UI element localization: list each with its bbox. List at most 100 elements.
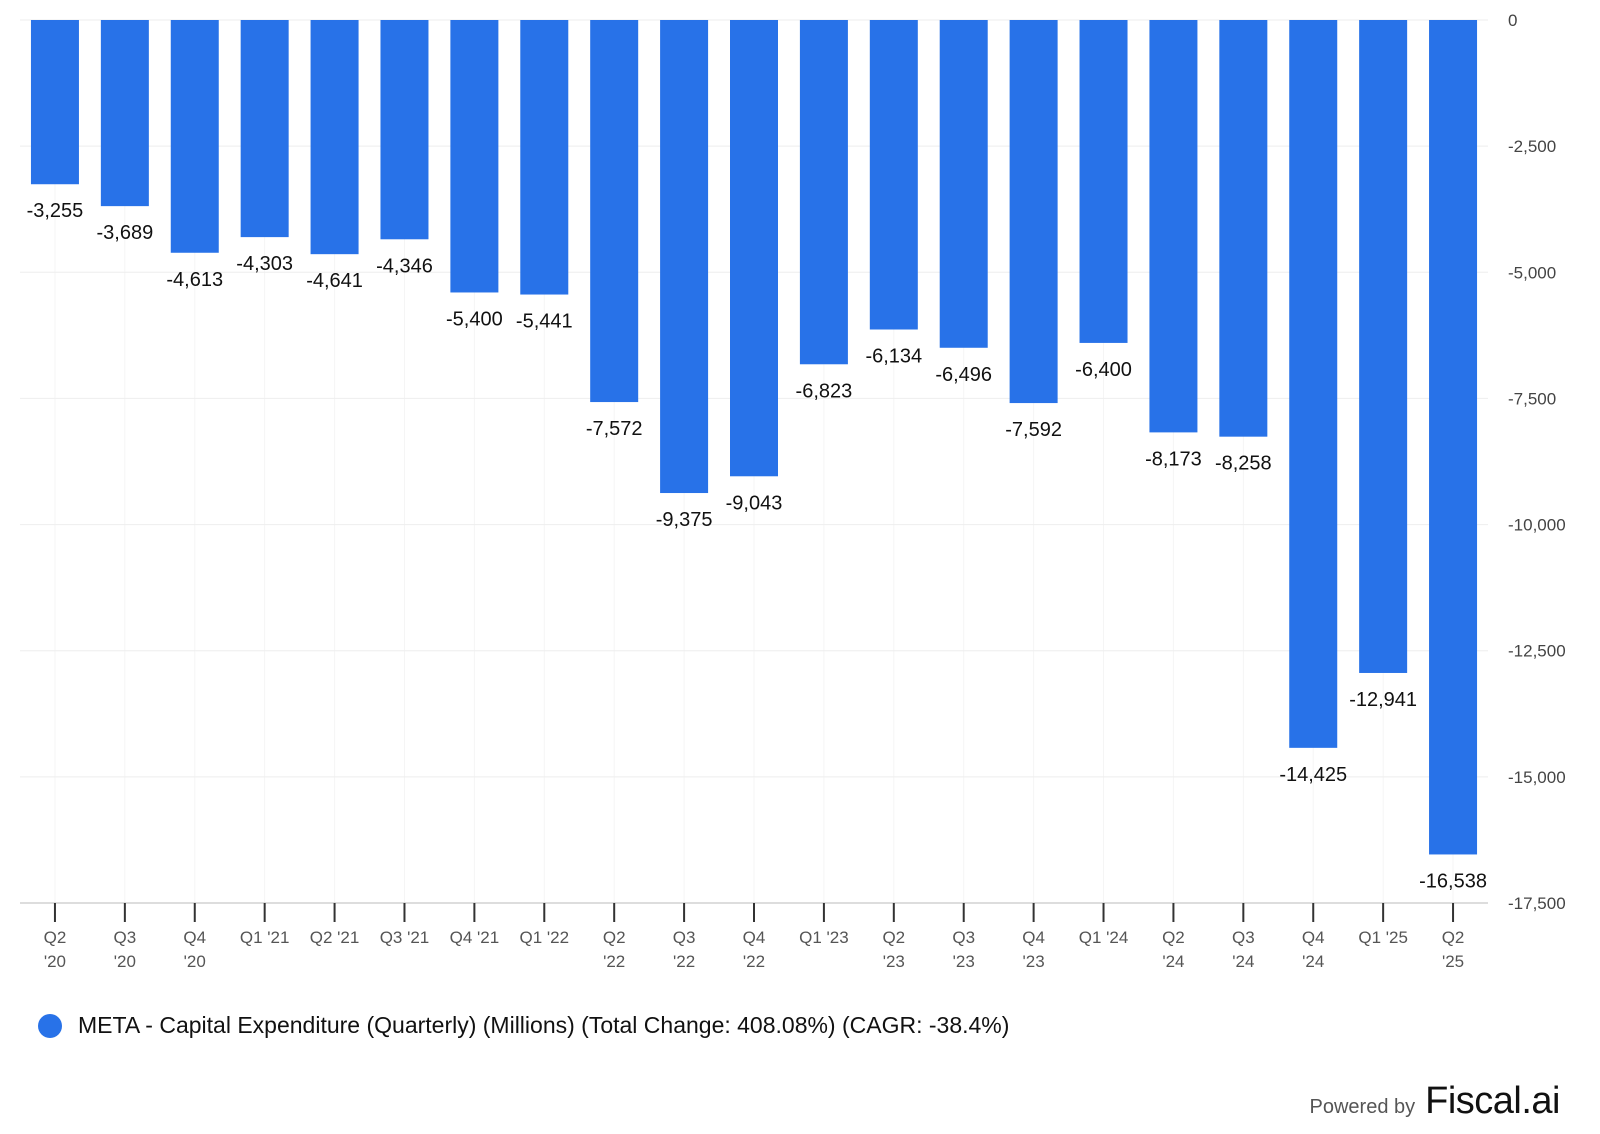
- x-tick-label: Q1 '21: [240, 928, 290, 947]
- x-tick-label: Q4'22: [743, 928, 766, 971]
- data-label: -12,941: [1349, 689, 1417, 711]
- bar: [450, 20, 499, 293]
- x-tick-label-line: '22: [743, 952, 765, 971]
- bar: [1079, 20, 1128, 343]
- x-tick-label-line: Q2: [603, 928, 626, 947]
- x-tick-label: Q1 '24: [1079, 928, 1129, 947]
- x-tick-label-line: Q3 '21: [380, 928, 430, 947]
- x-tick-label: Q3'20: [114, 928, 137, 971]
- x-tick-label: Q1 '23: [799, 928, 849, 947]
- data-label: -9,043: [726, 492, 783, 514]
- x-tick-label-line: '23: [883, 952, 905, 971]
- x-tick-label-line: '20: [184, 952, 206, 971]
- x-tick-label: Q2'20: [44, 928, 67, 971]
- data-label: -5,400: [446, 308, 503, 330]
- data-label: -3,255: [27, 200, 84, 222]
- data-label: -8,258: [1215, 453, 1272, 475]
- bar: [1429, 20, 1478, 855]
- x-tick-label-line: '24: [1232, 952, 1254, 971]
- bar: [30, 20, 79, 185]
- bar: [730, 20, 778, 477]
- data-label: -6,134: [865, 346, 922, 368]
- data-label: -7,572: [586, 418, 643, 440]
- x-tick-label: Q3'23: [952, 928, 975, 971]
- legend-label: META - Capital Expenditure (Quarterly) (…: [78, 1012, 1010, 1038]
- data-label: -4,346: [376, 255, 433, 277]
- x-tick-label: Q3 '21: [380, 928, 430, 947]
- bar: [939, 20, 988, 348]
- data-label: -7,592: [1005, 419, 1062, 441]
- bar: [380, 20, 429, 240]
- x-tick-label: Q2 '21: [310, 928, 360, 947]
- x-tick-label-line: Q4: [1022, 928, 1045, 947]
- x-tick-label-line: Q1 '24: [1079, 928, 1129, 947]
- x-tick-label-line: Q1 '22: [520, 928, 570, 947]
- x-tick-label-line: '23: [953, 952, 975, 971]
- x-tick-label-line: Q3: [673, 928, 696, 947]
- data-label: -6,400: [1075, 359, 1132, 381]
- x-tick-label-line: Q3: [952, 928, 975, 947]
- y-tick-label: -17,500: [1508, 894, 1566, 913]
- x-tick-label: Q1 '25: [1358, 928, 1408, 947]
- fiscal-ai-logo: Fiscal.ai: [1425, 1080, 1560, 1122]
- x-tick-label-line: '23: [1023, 952, 1045, 971]
- x-tick-label: Q4 '21: [450, 928, 500, 947]
- x-tick-label: Q1 '22: [520, 928, 570, 947]
- bar-chart: 0 -2,500 -5,000 -7,500 -10,000 -12,500 -15,000…: [20, 11, 1566, 971]
- x-tick-label-line: Q3: [1232, 928, 1255, 947]
- data-label: -16,538: [1419, 870, 1487, 892]
- bar: [590, 20, 639, 403]
- y-tick-label: -15,000: [1508, 768, 1566, 787]
- data-label: -4,641: [306, 270, 363, 292]
- x-tick-label-line: Q3: [114, 928, 137, 947]
- bar: [100, 20, 149, 207]
- bar: [520, 20, 569, 295]
- bar: [1219, 20, 1268, 437]
- bar: [1009, 20, 1058, 404]
- x-tick-label: Q2'25: [1442, 928, 1465, 971]
- y-tick-label: -12,500: [1508, 642, 1566, 661]
- x-tick-label: Q2'22: [603, 928, 626, 971]
- bar: [310, 20, 359, 255]
- x-tick-label: Q4'20: [183, 928, 206, 971]
- x-tick-label-line: Q2: [44, 928, 67, 947]
- bar: [660, 20, 709, 494]
- x-tick-label: Q3'22: [673, 928, 696, 971]
- y-tick-label: -2,500: [1508, 137, 1556, 156]
- x-tick-label-line: Q4: [183, 928, 206, 947]
- data-label: -14,425: [1279, 764, 1347, 786]
- x-tick-label-line: Q4: [1302, 928, 1325, 947]
- y-tick-label: -10,000: [1508, 516, 1566, 535]
- x-tick-label: Q2'23: [882, 928, 905, 971]
- y-tick-label: 0: [1508, 11, 1517, 30]
- data-label: -5,441: [516, 311, 573, 333]
- x-tick-label: Q2'24: [1162, 928, 1185, 971]
- data-label: -8,173: [1145, 448, 1202, 470]
- bar: [1359, 20, 1408, 673]
- bar: [869, 20, 918, 330]
- x-tick-label-line: Q2: [1162, 928, 1185, 947]
- x-tick-label-line: '24: [1162, 952, 1184, 971]
- x-tick-label-line: '20: [114, 952, 136, 971]
- x-tick-label-line: Q4: [743, 928, 766, 947]
- x-tick-label-line: '24: [1302, 952, 1324, 971]
- bar: [1149, 20, 1198, 433]
- x-tick-label-line: Q4 '21: [450, 928, 500, 947]
- x-tick-label: Q3'24: [1232, 928, 1255, 971]
- data-label: -4,613: [166, 269, 223, 291]
- x-tick-label: Q4'23: [1022, 928, 1045, 971]
- x-tick-label-line: '20: [44, 952, 66, 971]
- x-tick-label: Q4'24: [1302, 928, 1325, 971]
- x-tick-label-line: Q1 '25: [1358, 928, 1408, 947]
- legend[interactable]: META - Capital Expenditure (Quarterly) (…: [38, 1012, 1009, 1039]
- branding: Powered by Fiscal.ai: [1310, 1080, 1561, 1123]
- x-tick-label-line: Q1 '23: [799, 928, 849, 947]
- bar: [240, 20, 289, 238]
- data-label: -6,496: [935, 364, 992, 386]
- powered-by-text: Powered by: [1309, 1096, 1416, 1118]
- x-tick-label-line: '25: [1442, 952, 1464, 971]
- data-label: -4,303: [236, 253, 293, 275]
- x-tick-label-line: Q1 '21: [240, 928, 290, 947]
- y-tick-label: -5,000: [1508, 263, 1556, 282]
- x-tick-label-line: '22: [673, 952, 695, 971]
